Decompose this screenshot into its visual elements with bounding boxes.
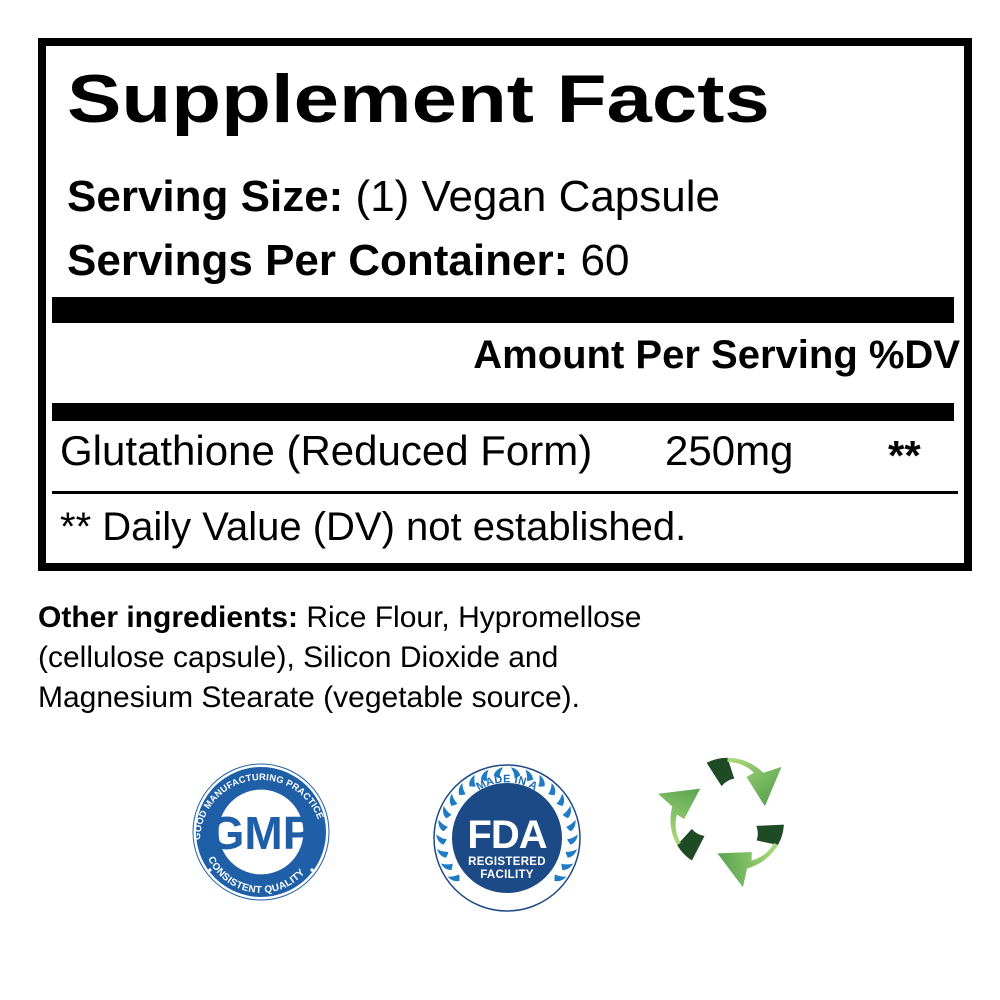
svg-text:REGISTERED: REGISTERED xyxy=(468,856,546,868)
svg-text:FDA: FDA xyxy=(467,813,546,857)
svg-text:FACILITY: FACILITY xyxy=(480,869,534,881)
svg-text:GMP: GMP xyxy=(209,807,314,859)
